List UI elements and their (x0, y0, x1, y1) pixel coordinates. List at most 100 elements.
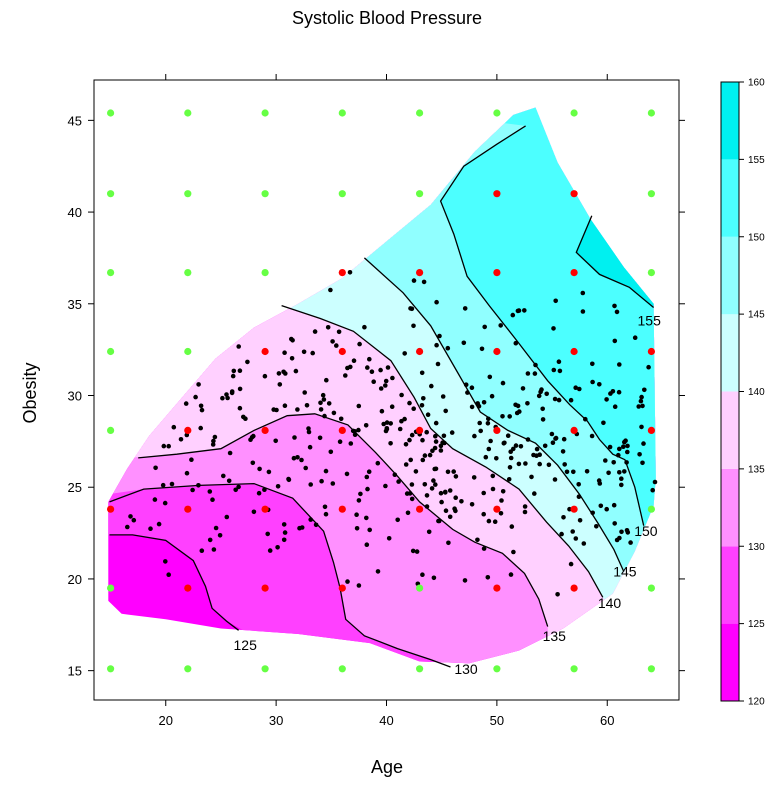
grid-point-inside (493, 269, 501, 277)
observation-point (262, 373, 268, 379)
observation-point (183, 401, 189, 406)
observation-point (636, 404, 641, 409)
observation-point (603, 458, 608, 463)
observation-point (399, 392, 404, 398)
observation-point (429, 383, 434, 389)
observation-point (487, 374, 493, 380)
observation-point (299, 457, 304, 463)
observation-point (642, 387, 647, 393)
grid-point-outside (261, 109, 269, 117)
grid-point-outside (261, 269, 269, 277)
observation-point (628, 540, 633, 545)
observation-point (210, 497, 215, 503)
grid-point-inside (416, 426, 424, 434)
observation-point (461, 340, 467, 346)
observation-point (490, 486, 496, 492)
observation-point (529, 474, 534, 480)
observation-point (516, 308, 522, 313)
contour-line-135 (138, 413, 549, 627)
observation-point (639, 394, 644, 400)
observation-point (486, 446, 492, 452)
y-axis-label: Obesity (20, 362, 40, 423)
color-key-band (721, 623, 739, 701)
color-key-tick-label: 160 (748, 78, 765, 89)
observation-point (505, 433, 511, 439)
observation-point (537, 452, 542, 458)
observation-point (598, 503, 604, 509)
observation-point (304, 403, 310, 408)
observation-point (392, 472, 398, 478)
observation-point (131, 517, 137, 523)
grid-point-outside (570, 109, 578, 117)
observation-point (306, 426, 311, 431)
observation-point (212, 434, 218, 440)
observation-point (523, 461, 528, 466)
observation-point (224, 392, 229, 397)
observation-point (337, 439, 343, 445)
observation-point (438, 443, 444, 449)
observation-point (362, 324, 367, 330)
grid-point-inside (184, 584, 192, 592)
observation-point (433, 482, 438, 487)
observation-point (509, 524, 515, 529)
observation-point (266, 469, 272, 475)
observation-point (576, 494, 582, 500)
observation-point (324, 377, 329, 383)
grid-point-inside (338, 426, 346, 434)
observation-point (322, 504, 328, 510)
observation-point (489, 393, 495, 399)
observation-point (459, 499, 464, 504)
observation-point (542, 443, 548, 449)
grid-point-inside (261, 505, 269, 513)
y-tick-label: 45 (68, 113, 82, 128)
observation-point (445, 345, 451, 351)
observation-point (511, 549, 516, 555)
contour-lines (109, 125, 655, 668)
observation-point (207, 489, 213, 494)
grid-point-inside (338, 347, 346, 356)
y-tick-label: 30 (68, 389, 82, 404)
observation-point (614, 309, 620, 315)
observation-point (320, 392, 326, 398)
observation-point (399, 418, 404, 424)
observation-point (293, 368, 299, 374)
observation-point (384, 420, 390, 425)
observation-point (275, 545, 280, 550)
observation-point (432, 445, 438, 451)
observation-point (507, 414, 512, 419)
observation-point (500, 489, 506, 494)
observation-point (231, 368, 237, 374)
observation-point (624, 460, 629, 465)
observation-point (354, 512, 359, 517)
observation-point (561, 515, 566, 520)
observation-point (357, 341, 362, 347)
observation-point (410, 548, 416, 554)
observation-point (227, 450, 233, 456)
x-tick-label: 60 (600, 713, 614, 728)
observation-point (601, 420, 606, 426)
observation-point (220, 395, 225, 401)
observation-point (312, 329, 318, 334)
observation-point (265, 531, 271, 537)
observation-point (407, 491, 413, 496)
observation-point (449, 430, 455, 435)
observation-point (447, 488, 453, 493)
grid-point-inside (184, 426, 192, 434)
observation-point (540, 406, 545, 412)
observation-point (233, 487, 238, 493)
observation-point (367, 527, 373, 533)
grid-point-inside (570, 426, 578, 434)
color-key-tick-label: 150 (748, 232, 765, 243)
color-key-tick-label: 155 (748, 155, 765, 166)
observation-point (625, 443, 630, 449)
observation-point (257, 466, 262, 472)
observation-point (482, 324, 488, 330)
observation-point (576, 482, 581, 487)
observation-point (402, 351, 408, 356)
observation-point (544, 391, 549, 397)
observation-point (230, 373, 236, 379)
observation-point (476, 403, 482, 409)
observation-point (236, 344, 241, 349)
color-key-band (721, 236, 739, 315)
